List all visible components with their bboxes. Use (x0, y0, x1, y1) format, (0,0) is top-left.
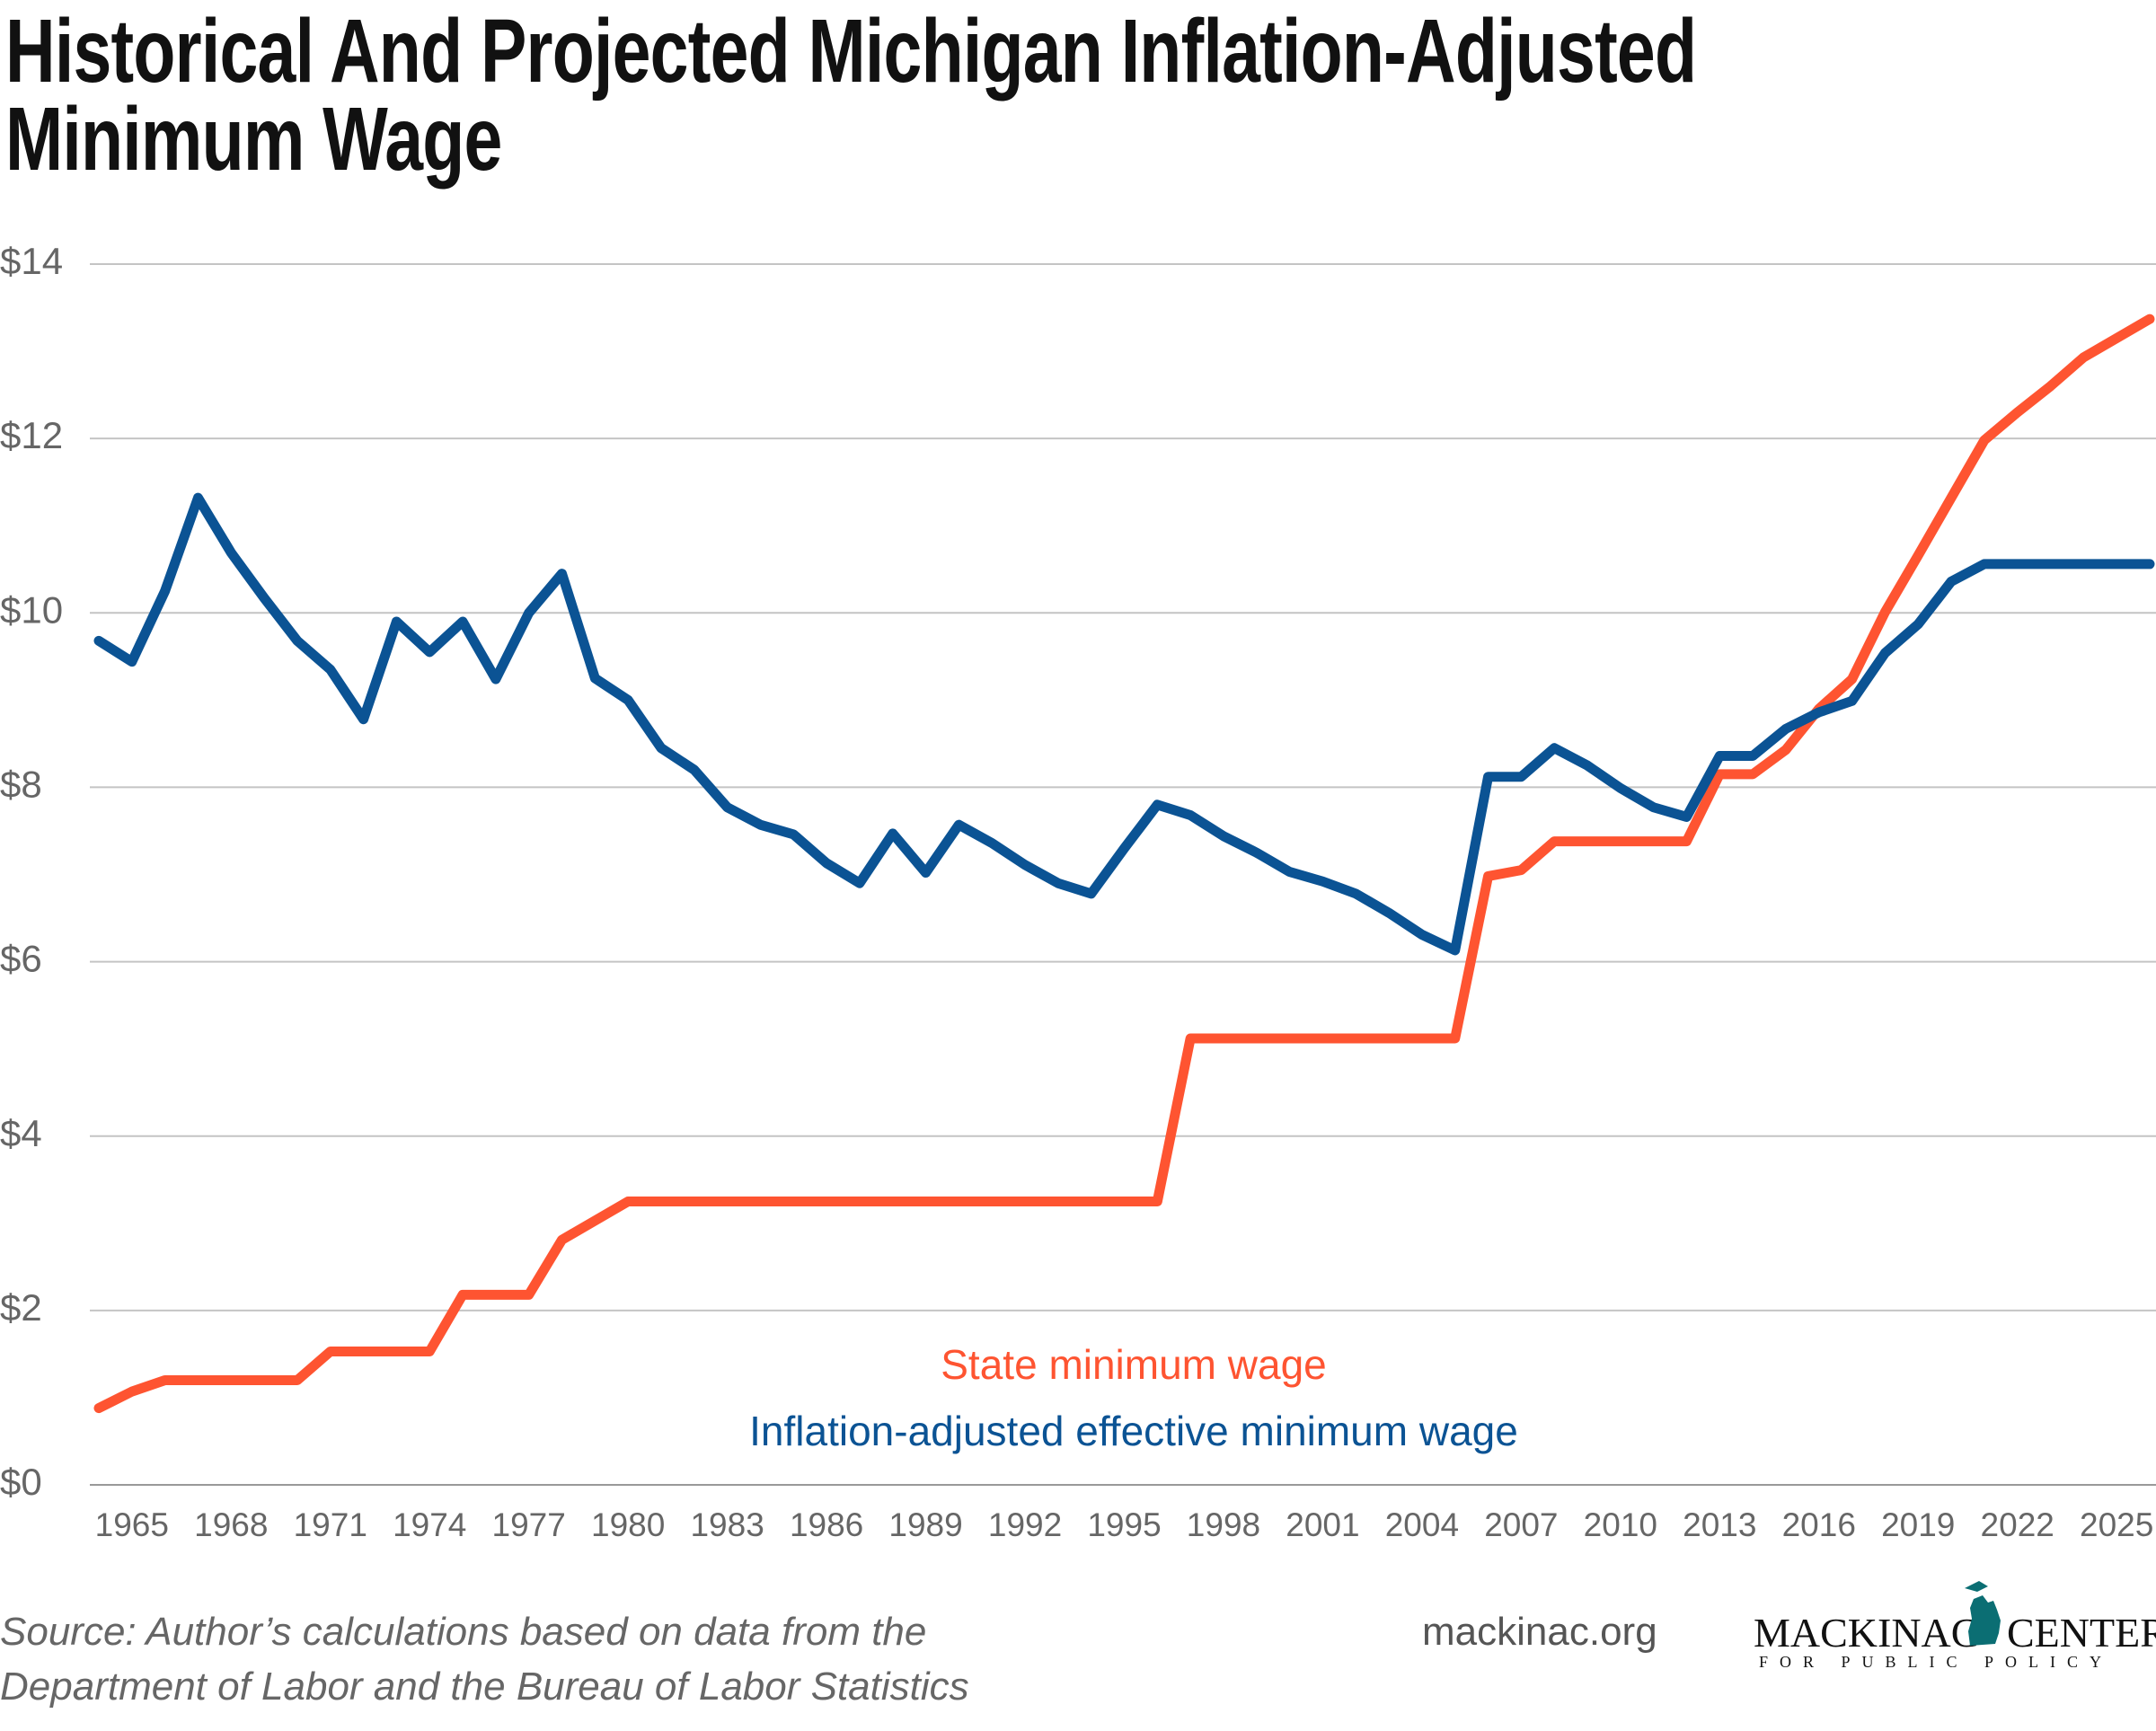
y-tick-label: $12 (0, 414, 63, 456)
x-tick-label: 1998 (1187, 1506, 1260, 1543)
series-line (93, 314, 2155, 1414)
x-tick-label: 1980 (591, 1506, 665, 1543)
logo-tagline: FOR PUBLIC POLICY (1759, 1653, 2114, 1671)
x-tick-label: 2013 (1683, 1506, 1756, 1543)
x-tick-label: 1986 (790, 1506, 863, 1543)
y-tick-label: $14 (0, 240, 63, 282)
site-url: mackinac.org (1422, 1610, 1657, 1654)
chart-title: Historical And Projected Michigan Inflat… (5, 1, 1697, 190)
x-tick-label: 1983 (690, 1506, 764, 1543)
y-tick-label: $0 (0, 1461, 42, 1503)
source-note: Source: Author’s calculations based on d… (0, 1610, 969, 1709)
x-tick-label: 1974 (393, 1506, 466, 1543)
series-line (93, 492, 2155, 956)
x-tick-label: 2007 (1484, 1506, 1558, 1543)
x-tick-label: 2004 (1385, 1506, 1459, 1543)
x-tick-label: 1971 (294, 1506, 367, 1543)
x-tick-label: 2001 (1286, 1506, 1359, 1543)
y-tick-label: $8 (0, 764, 42, 806)
x-tick-label: 2022 (1981, 1506, 2054, 1543)
x-tick-label: 1995 (1087, 1506, 1161, 1543)
x-tick-label: 1965 (95, 1506, 169, 1543)
x-tick-label: 2019 (1881, 1506, 1955, 1543)
x-tick-label: 2025 (2080, 1506, 2153, 1543)
y-tick-label: $6 (0, 938, 42, 980)
legend-label: Inflation-adjusted effective minimum wag… (749, 1408, 1518, 1454)
x-tick-label: 1977 (492, 1506, 566, 1543)
y-tick-label: $10 (0, 588, 63, 631)
x-tick-label: 1968 (194, 1506, 268, 1543)
x-tick-label: 2010 (1584, 1506, 1657, 1543)
y-tick-label: $2 (0, 1286, 42, 1329)
logo-right: CENTER (2007, 1610, 2156, 1656)
x-tick-label: 1989 (888, 1506, 962, 1543)
logo-left: MACKINAC (1754, 1610, 1979, 1656)
x-tick-label: 2016 (1782, 1506, 1856, 1543)
logo-icon (1965, 1581, 2001, 1646)
y-tick-label: $4 (0, 1112, 42, 1154)
legend-label: State minimum wage (941, 1341, 1327, 1388)
x-tick-label: 1992 (988, 1506, 1062, 1543)
